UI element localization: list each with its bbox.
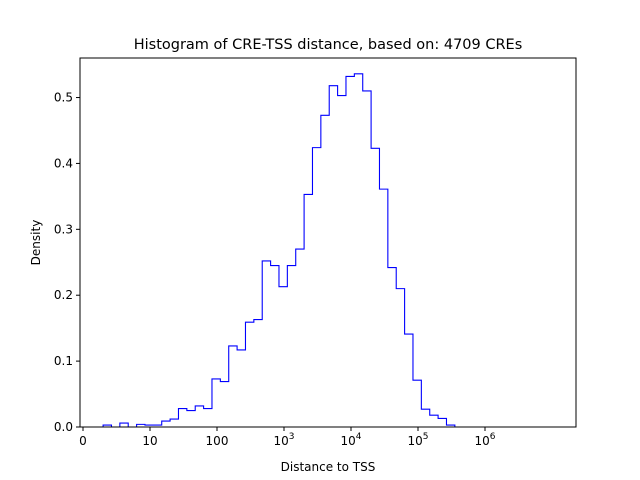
x-tick-label: 104 bbox=[340, 432, 361, 448]
x-tick-label: 105 bbox=[407, 432, 428, 448]
y-axis-label: Density bbox=[29, 220, 43, 266]
chart-title: Histogram of CRE-TSS distance, based on:… bbox=[134, 37, 523, 53]
x-tick-label: 0 bbox=[79, 434, 87, 448]
x-tick-label: 103 bbox=[273, 432, 294, 448]
y-tick-label: 0.5 bbox=[54, 91, 73, 105]
x-tick-label: 100 bbox=[206, 434, 229, 448]
histogram-step-line bbox=[102, 73, 556, 428]
y-tick-label: 0.3 bbox=[54, 222, 73, 236]
x-axis-label: Distance to TSS bbox=[281, 460, 376, 474]
y-tick-label: 0.1 bbox=[54, 354, 73, 368]
y-tick-label: 0.2 bbox=[54, 288, 73, 302]
x-tick-label: 106 bbox=[474, 432, 495, 448]
y-tick-label: 0.4 bbox=[54, 156, 73, 170]
y-tick-label: 0.0 bbox=[54, 420, 73, 434]
plot-frame bbox=[79, 57, 577, 428]
x-tick-label: 10 bbox=[142, 434, 157, 448]
